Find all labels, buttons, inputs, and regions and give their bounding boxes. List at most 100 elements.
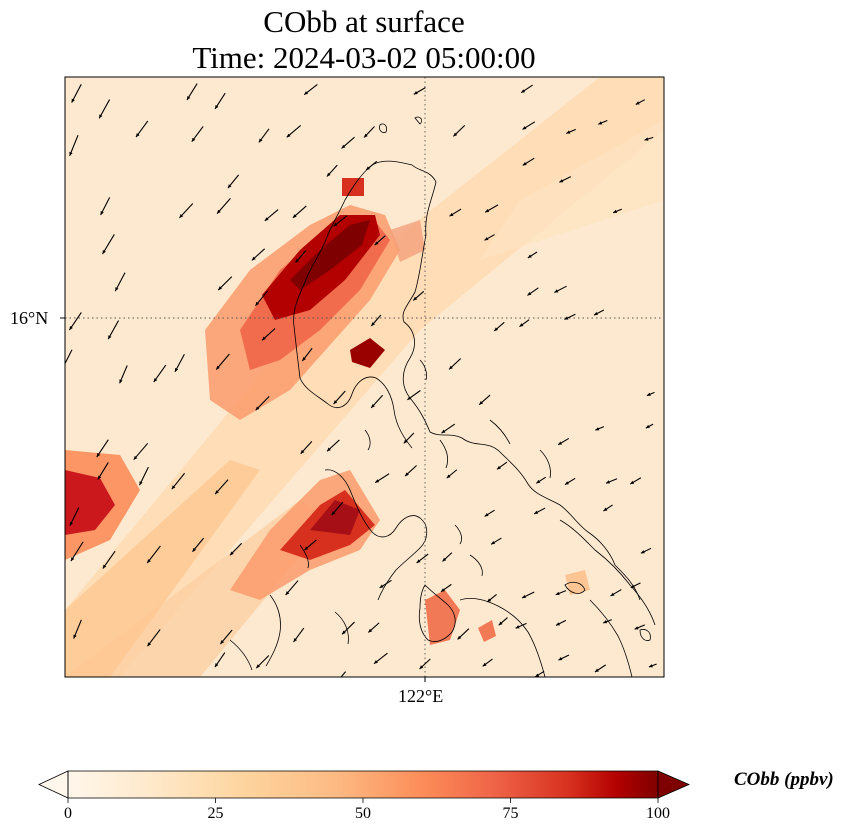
wind-arrow-head <box>373 660 378 664</box>
wind-arrow-head <box>640 550 645 554</box>
wind-arrow-head <box>171 485 176 490</box>
wind-arrow-head <box>139 481 143 486</box>
map-panel <box>60 76 665 686</box>
wind-arrow-head <box>227 184 232 189</box>
wind-arrow-head <box>217 209 221 214</box>
hotspot-west-core <box>65 470 115 535</box>
wind-arrow-head <box>102 564 107 569</box>
wind-arrow-shaft <box>65 349 73 365</box>
wind-arrow-head <box>364 133 368 138</box>
hotspot-south-pixel <box>478 620 496 642</box>
wind-arrow-head <box>147 642 152 647</box>
wind-arrow-head <box>69 326 73 331</box>
wind-arrow-head <box>534 510 539 514</box>
wind-arrow-head <box>442 557 447 562</box>
colorbar-tick-label: 100 <box>646 805 670 822</box>
hotspot-mid-pixel <box>350 338 385 368</box>
wind-arrow-head <box>441 429 446 434</box>
wind-arrow-head <box>69 151 73 156</box>
wind-arrow-head <box>96 453 101 458</box>
wind-arrow-head <box>403 439 408 444</box>
wind-arrow-head <box>133 455 138 460</box>
wind-arrow-head <box>564 481 569 485</box>
colorbar-extend-low <box>38 770 69 799</box>
wind-arrow-head <box>119 379 123 384</box>
wind-arrow-head <box>341 144 346 149</box>
wind-arrow-head <box>419 665 424 670</box>
wind-arrow-head <box>371 322 375 327</box>
wind-arrow-head <box>522 126 527 130</box>
wind-arrow-head <box>334 682 338 686</box>
wind-arrow-head <box>491 540 496 545</box>
wind-arrow-head <box>300 449 305 454</box>
wind-arrow-head <box>496 465 501 470</box>
wind-arrow-head <box>482 662 487 667</box>
hotspot-north-peak <box>290 220 370 290</box>
wind-arrow-head <box>264 217 269 221</box>
colorbar-title: CObb (ppbv) <box>734 769 834 790</box>
wind-arrow-head <box>69 521 74 526</box>
wind-arrow-head <box>522 161 527 166</box>
wind-arrow-head <box>258 138 263 143</box>
map-title-line1: CObb at surface <box>263 4 465 39</box>
wind-arrow-head <box>610 592 615 596</box>
wind-arrow-head <box>479 400 484 405</box>
wind-arrow-head <box>522 594 527 599</box>
map-title-line2: Time: 2024-03-02 05:00:00 <box>192 40 536 75</box>
wind-arrow-head <box>595 427 600 431</box>
wind-arrow-head <box>331 511 336 516</box>
wind-arrow-head <box>379 584 384 588</box>
wind-arrow-head <box>449 365 453 370</box>
wind-arrow-head <box>413 296 418 301</box>
wind-arrow-head <box>108 335 112 340</box>
wind-arrow-head <box>97 475 102 480</box>
wind-arrow-head <box>251 256 256 261</box>
wind-arrow-head <box>536 479 541 484</box>
wind-arrow-head <box>342 630 346 635</box>
wind-arrow-head <box>521 89 526 93</box>
wind-arrow-head <box>215 490 219 495</box>
wind-arrow-head <box>302 357 306 361</box>
wind-arrow-head <box>594 668 599 672</box>
wind-arrow-head <box>136 133 140 138</box>
map-frame <box>64 76 665 678</box>
wind-arrow-head <box>374 241 379 246</box>
wind-arrow-head <box>366 166 371 171</box>
wind-arrow-head <box>371 404 375 408</box>
wind-arrow-head <box>634 626 639 630</box>
wind-arrow-head <box>598 121 603 125</box>
wind-arrow-head <box>603 507 608 511</box>
wind-arrow-head <box>405 472 409 477</box>
wind-arrow-head <box>70 557 75 562</box>
wind-arrow-head <box>262 336 266 341</box>
colorbar-extend-high <box>657 770 691 799</box>
wind-arrow-head <box>630 584 635 588</box>
wind-arrow-head <box>218 286 223 291</box>
wind-arrow-head <box>327 447 331 452</box>
wind-arrow-head <box>186 95 191 100</box>
wind-arrow-head <box>416 559 421 563</box>
wind-arrow-head <box>285 591 290 596</box>
wind-arrow-head <box>73 634 77 639</box>
wind-arrow-head <box>644 137 649 141</box>
wind-arrow-head <box>449 212 454 217</box>
wind-arrow-head <box>71 98 75 103</box>
coastlines <box>229 116 656 677</box>
wind-arrow-head <box>326 172 331 177</box>
wind-arrow-head <box>603 620 608 624</box>
wind-arrow-head <box>558 657 563 661</box>
wind-arrow-head <box>494 327 499 332</box>
wind-arrow-head <box>519 323 524 327</box>
wind-arrow-head <box>554 289 559 293</box>
hotspot-central-peak <box>310 500 360 535</box>
wind-arrow-head <box>558 441 563 445</box>
wind-arrow-head <box>230 551 234 556</box>
hotspot-south-core <box>425 590 460 645</box>
wind-arrow-head <box>535 673 540 677</box>
wind-arrow-head <box>527 254 532 258</box>
wind-arrow-head <box>304 546 309 551</box>
plume-band-northeast <box>480 120 664 260</box>
wind-arrow-head <box>485 208 490 213</box>
wind-arrow-head <box>255 301 260 306</box>
wind-arrow-head <box>484 513 489 517</box>
